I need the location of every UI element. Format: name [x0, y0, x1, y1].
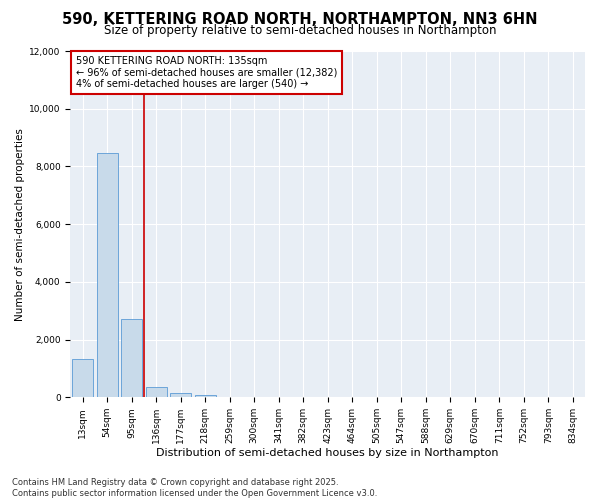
Text: 590 KETTERING ROAD NORTH: 135sqm
← 96% of semi-detached houses are smaller (12,3: 590 KETTERING ROAD NORTH: 135sqm ← 96% o… — [76, 56, 337, 90]
Y-axis label: Number of semi-detached properties: Number of semi-detached properties — [15, 128, 25, 320]
Bar — [170, 394, 191, 397]
Bar — [146, 387, 167, 397]
Bar — [195, 395, 215, 397]
Text: 590, KETTERING ROAD NORTH, NORTHAMPTON, NN3 6HN: 590, KETTERING ROAD NORTH, NORTHAMPTON, … — [62, 12, 538, 28]
X-axis label: Distribution of semi-detached houses by size in Northampton: Distribution of semi-detached houses by … — [157, 448, 499, 458]
Bar — [72, 359, 93, 397]
Bar — [121, 319, 142, 397]
Text: Contains HM Land Registry data © Crown copyright and database right 2025.
Contai: Contains HM Land Registry data © Crown c… — [12, 478, 377, 498]
Text: Size of property relative to semi-detached houses in Northampton: Size of property relative to semi-detach… — [104, 24, 496, 37]
Bar — [97, 154, 118, 397]
